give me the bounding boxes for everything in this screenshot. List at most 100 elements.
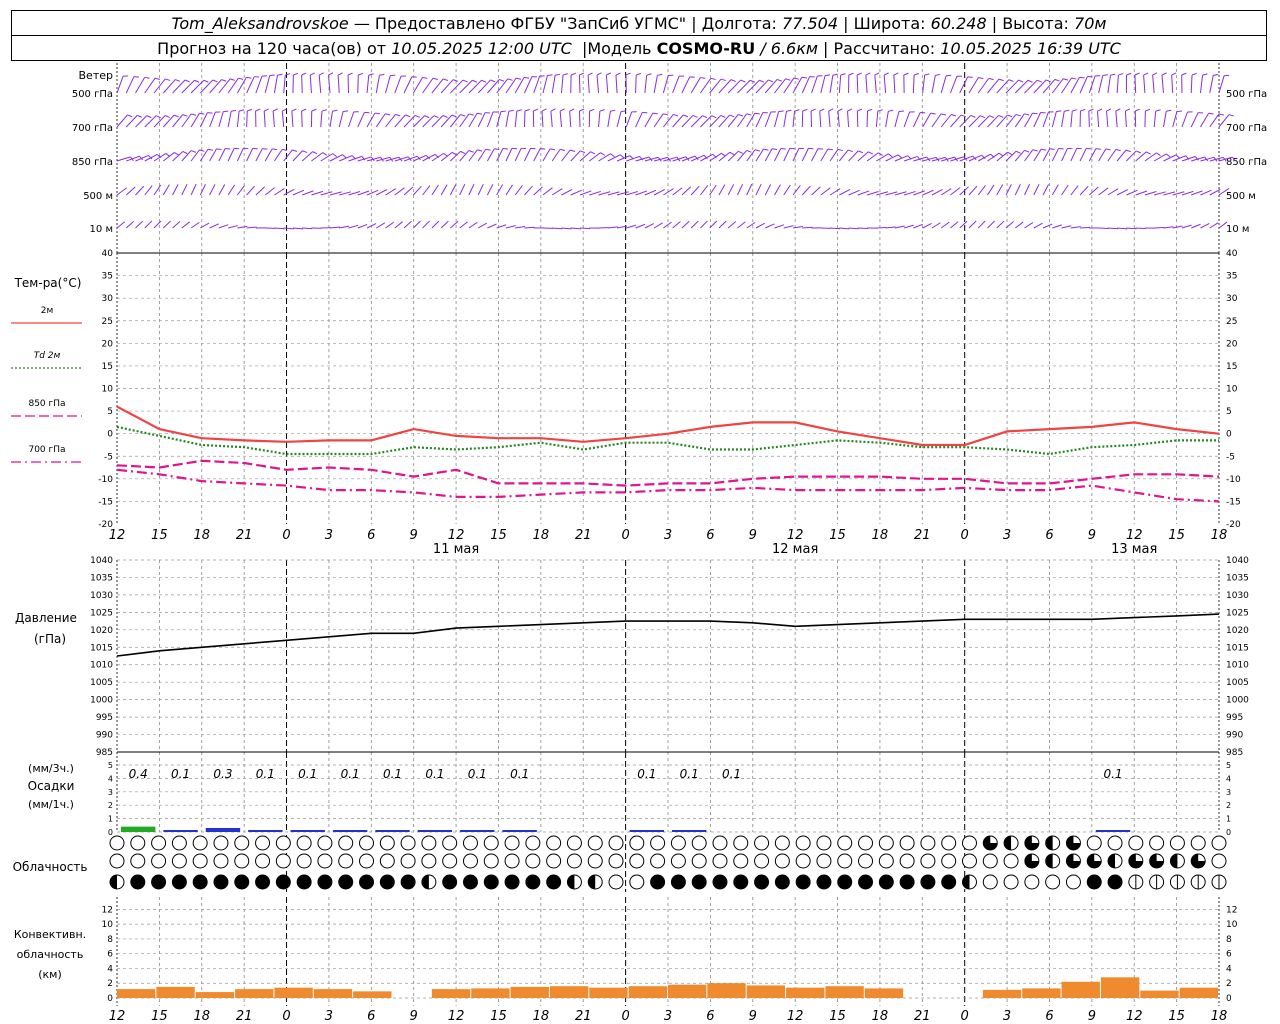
wind-barb	[144, 154, 158, 162]
wind-barb	[459, 150, 470, 162]
wind-barb-feather	[231, 109, 237, 112]
wind-barb-feather	[1080, 108, 1086, 112]
wind-barb-feather	[165, 78, 171, 81]
alt-value: 70м	[1074, 14, 1107, 33]
temp-xtick: 6	[706, 528, 714, 543]
wind-barb	[607, 226, 618, 229]
cloud-symbol	[733, 874, 749, 890]
wind-barb-feather	[1156, 152, 1161, 157]
wind-barb	[199, 183, 206, 196]
cloud-symbol	[255, 853, 271, 869]
wind-barb-feather	[477, 149, 483, 152]
wind-barb	[1209, 222, 1219, 229]
wind-barb	[820, 148, 829, 162]
wind-level-label-left: 850 гПа	[72, 157, 113, 168]
wind-barb-feather	[1045, 79, 1051, 83]
convective-bar	[431, 989, 471, 998]
cloud-symbol	[151, 835, 167, 851]
cloud-symbol	[920, 853, 936, 869]
model-label: Модель	[587, 39, 652, 58]
cloud-symbol	[359, 853, 375, 869]
calc-time: 10.05.2025 16:39 UTC	[940, 39, 1121, 58]
wind-barb	[1116, 75, 1119, 94]
cloud-symbol	[691, 853, 707, 869]
wind-barb	[1061, 77, 1072, 94]
wind-barb	[357, 156, 372, 162]
wind-barb-feather	[291, 108, 297, 112]
wind-barb	[1052, 224, 1062, 229]
wind-barb	[320, 153, 333, 162]
wind-barb	[274, 149, 283, 162]
wind-barb	[1033, 222, 1043, 229]
precip-label-bottom: (мм/1ч.)	[28, 798, 74, 811]
wind-barb	[1191, 156, 1205, 162]
cloud-symbol	[899, 853, 915, 869]
wind-barb-feather	[615, 72, 621, 76]
cloud-symbol	[442, 853, 458, 869]
wind-barb	[1163, 191, 1176, 196]
wind-barb	[1070, 148, 1078, 162]
wind-barb-feather	[212, 79, 218, 83]
wind-barb	[579, 190, 592, 196]
wind-barb-feather	[472, 79, 478, 83]
wind-barb	[403, 76, 413, 94]
wind-barb	[663, 156, 677, 162]
wind-barb	[709, 184, 717, 196]
wind-barb-feather	[828, 108, 834, 112]
wind-barb	[533, 148, 541, 162]
wind-barb	[172, 184, 179, 196]
wind-barb	[1033, 183, 1040, 196]
pressure-line	[116, 613, 1220, 657]
wind-barb	[894, 225, 905, 229]
wind-barb	[811, 75, 818, 94]
cloud-symbol	[566, 853, 582, 869]
wind-barb-feather	[981, 154, 986, 160]
wind-barb	[893, 75, 896, 94]
wind-barb-feather	[749, 79, 755, 83]
cloud-symbol	[816, 835, 832, 851]
wind-barb-feather	[175, 79, 181, 82]
wind-barb	[681, 115, 694, 128]
wind-barb	[1107, 188, 1119, 196]
wind-barb-feather	[801, 76, 807, 79]
wind-barb-feather	[154, 77, 161, 80]
wind-barb	[764, 79, 778, 94]
wind-barb	[337, 75, 340, 94]
pressure-ytick-left: 1015	[90, 643, 113, 653]
wind-barb-feather	[499, 79, 505, 82]
wind-barb-feather	[562, 73, 568, 76]
wind-barb	[996, 151, 1008, 162]
wind-barb	[1116, 149, 1127, 162]
wind-barb	[190, 113, 200, 128]
wind-barb	[1051, 78, 1064, 94]
wind-title: Ветер	[79, 69, 113, 82]
wind-barb-feather	[292, 149, 298, 152]
wind-barb	[635, 112, 643, 128]
wind-barb	[227, 184, 236, 196]
precip-bar	[121, 826, 156, 832]
temp-legend-label: 850 гПа	[28, 399, 65, 409]
wind-barb-feather	[702, 115, 708, 119]
temp-xtick: 3	[1003, 528, 1011, 543]
wind-barb	[1200, 156, 1215, 162]
precip-bar	[290, 830, 325, 832]
wind-barb	[1126, 150, 1137, 162]
wind-barb	[968, 154, 982, 162]
wind-barb-feather	[1135, 108, 1141, 112]
cloud-symbol	[151, 853, 167, 869]
wind-barb-feather	[1171, 72, 1177, 76]
wind-barb	[1051, 148, 1060, 162]
wind-barb	[153, 78, 166, 94]
wind-barb	[672, 156, 687, 162]
wind-barb	[912, 112, 921, 128]
convective-xtick: 0	[621, 1009, 629, 1024]
wind-barb	[385, 188, 397, 196]
wind-barb	[1024, 112, 1033, 128]
wind-barb	[950, 187, 961, 196]
cloud-symbol	[546, 853, 562, 869]
wind-barb	[348, 224, 359, 229]
wind-barb	[422, 153, 436, 162]
wind-barb	[302, 190, 314, 196]
wind-barb-feather	[590, 151, 596, 155]
temp-xtick: 12	[109, 528, 126, 543]
